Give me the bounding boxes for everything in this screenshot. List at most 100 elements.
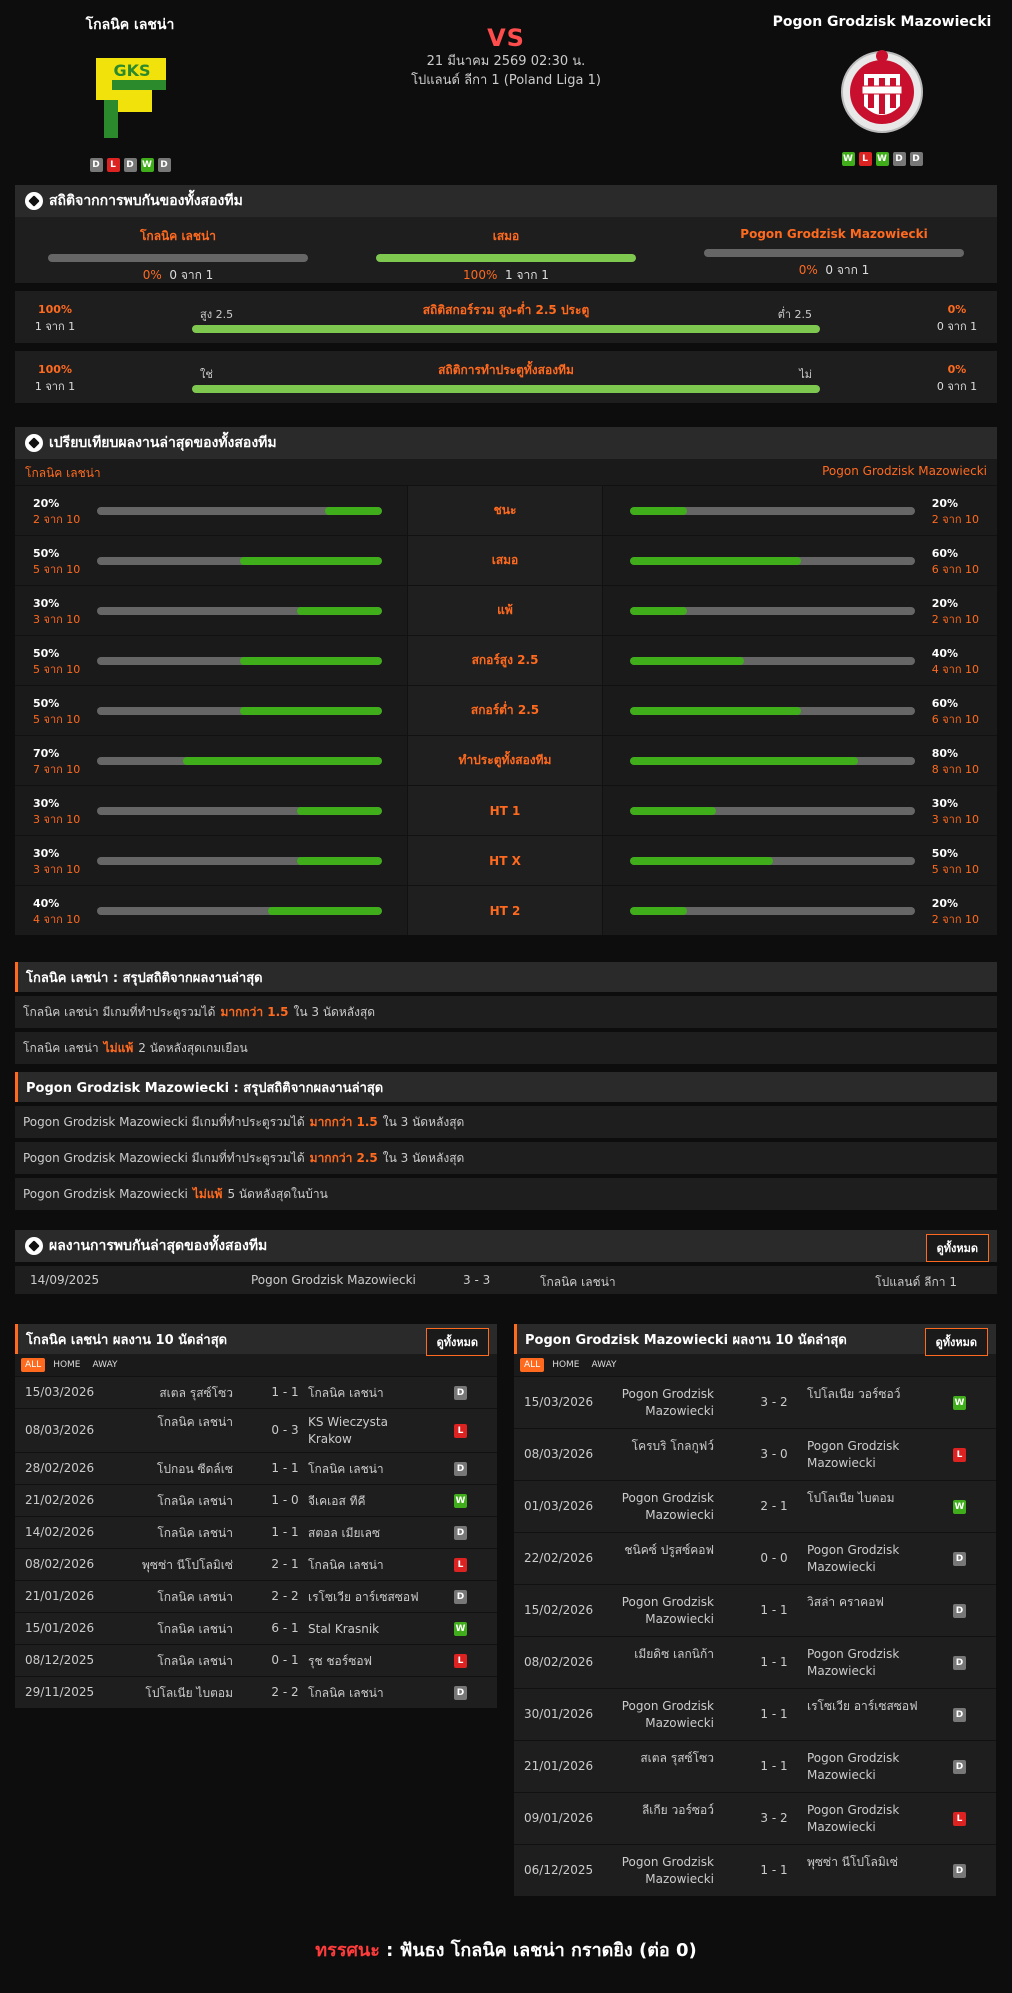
away-team-logo	[841, 50, 923, 133]
home-summary-lines: โกลนิค เลชน่า มีเกมที่ทำประตูรวมได้ มากกว…	[15, 996, 997, 1064]
bar-fill	[192, 385, 820, 393]
match-away-team: โกลนิค เลชน่า	[308, 1558, 384, 1572]
home-pct: 20%	[33, 497, 60, 510]
match-row[interactable]: 14/02/2026 โกลนิค เลชน่า 1 - 1 สตอล เมียเลซ…	[15, 1516, 497, 1548]
bar-fill	[630, 907, 687, 915]
match-date: 21/02/2026	[25, 1493, 95, 1507]
match-date: 30/01/2026	[524, 1707, 594, 1721]
match-row[interactable]: 28/02/2026 โปกอน ซีดล์เซ 1 - 1 โกลนิค เลชน่…	[15, 1452, 497, 1484]
tab-away[interactable]: AWAY	[92, 1360, 118, 1370]
match-away-team: สตอล เมียเลซ	[308, 1526, 381, 1540]
h2h-draw-bar	[376, 254, 636, 262]
home-pct-block: 30% 3 จาก 10	[33, 846, 80, 878]
btts-right-pct: 0%	[947, 363, 967, 376]
view-all-home-button[interactable]: ดูทั้งหมด	[425, 1328, 489, 1356]
match-home-team: สเตล รุสซ์โซว	[640, 1751, 714, 1765]
compare-home-name: โกลนิค เลชน่า	[25, 466, 101, 480]
match-league: โปแลนด์ ลีกา 1 (Poland Liga 1)	[411, 73, 601, 88]
tab-home[interactable]: HOME	[53, 1360, 81, 1370]
tab-all[interactable]: ALL	[21, 1358, 46, 1372]
summary-text-end: 5 นัดหลังสุดในบ้าน	[227, 1186, 328, 1201]
summary-highlight: มากกว่า 2.5	[309, 1150, 378, 1165]
match-row[interactable]: 15/02/2026 Pogon Grodzisk Mazowiecki 1 - 1…	[514, 1584, 996, 1636]
away-bar	[630, 657, 915, 665]
match-row[interactable]: 15/03/2026 Pogon Grodzisk Mazowiecki 3 - 2…	[514, 1376, 996, 1428]
away-bar	[630, 607, 915, 615]
view-all-h2h-button[interactable]: ดูทั้งหมด	[925, 1234, 989, 1262]
bar-fill	[296, 607, 382, 615]
ou-bar	[192, 325, 820, 333]
home-bar	[97, 857, 382, 865]
ou-right-sub: 0 จาก 1	[936, 320, 978, 333]
match-row[interactable]: 01/03/2026 Pogon Grodzisk Mazowiecki 2 - 1…	[514, 1480, 996, 1532]
away-filter-tabs: ALL HOME AWAY	[514, 1354, 996, 1376]
btts-title: สถิติการทำประตูทั้งสองทีม	[438, 363, 574, 377]
form-badge: L	[858, 152, 872, 166]
bar-fill	[630, 607, 687, 615]
match-row[interactable]: 21/01/2026 โกลนิค เลชน่า 2 - 2 เรโซเวีย อาร…	[15, 1580, 497, 1612]
result-badge: D	[953, 1656, 966, 1670]
h2h-away-label: Pogon Grodzisk Mazowiecki	[740, 227, 928, 241]
match-row[interactable]: 15/03/2026 สเตล รุสซ์โซว 1 - 1 โกลนิค เลชน่…	[15, 1376, 497, 1408]
match-home-team: โกลนิค เลชน่า	[157, 1415, 233, 1429]
match-row[interactable]: 08/02/2026 เมียดิซ เลกนิก้า 1 - 1 Pogon Gro…	[514, 1636, 996, 1688]
away-last10-title: Pogon Grodzisk Mazowiecki ผลงาน 10 นัดล่…	[525, 1332, 847, 1348]
match-date: 21 มีนาคม 2569 02:30 น.	[426, 54, 586, 69]
away-bar	[630, 507, 915, 515]
match-row[interactable]: 08/03/2026 โกลนิค เลชน่า 0 - 3 KS Wieczysta…	[15, 1408, 497, 1452]
view-all-away-button[interactable]: ดูทั้งหมด	[924, 1328, 988, 1356]
match-date: 22/02/2026	[524, 1551, 594, 1565]
verdict-label: ทรรศนะ	[315, 1940, 380, 1961]
h2h-results-list: 14/09/2025 Pogon Grodzisk Mazowiecki 3 - 3…	[15, 1266, 997, 1294]
h2h-result-row[interactable]: 14/09/2025 Pogon Grodzisk Mazowiecki 3 - 3…	[15, 1266, 997, 1294]
summary-line: โกลนิค เลชน่า ไม่แพ้ 2 นัดหลังสุดเกมเยือน	[15, 1032, 997, 1064]
match-score: 3 - 2	[760, 1395, 788, 1409]
away-pct: 60%	[931, 697, 959, 710]
summary-text-end: ใน 3 นัดหลังสุด	[293, 1004, 376, 1019]
home-count: 3 จาก 10	[33, 813, 81, 826]
match-date: 01/03/2026	[524, 1499, 594, 1513]
match-row[interactable]: 08/02/2026 พุซซ่า นีโปโลมิเซ่ 2 - 1 โกลนิค …	[15, 1548, 497, 1580]
home-bar	[97, 557, 382, 565]
compare-row: 20% 2 จาก 10 ชนะ 20% 2 จาก 10	[15, 485, 997, 535]
match-row[interactable]: 08/12/2025 โกลนิค เลชน่า 0 - 1 รุช ชอร์ซอฟ L	[15, 1644, 497, 1676]
tab-away[interactable]: AWAY	[591, 1360, 617, 1370]
match-row[interactable]: 15/01/2026 โกลนิค เลชน่า 6 - 1 Stal Krasnik…	[15, 1612, 497, 1644]
home-last10-title: โกลนิค เลชน่า ผลงาน 10 นัดล่าสุด	[26, 1332, 228, 1348]
result-badge: D	[953, 1604, 966, 1618]
away-count: 6 จาก 10	[931, 563, 979, 576]
result-badge: L	[454, 1424, 467, 1438]
match-row[interactable]: 22/02/2026 ชนิคซ์ ปรูสซ์คอฟ 0 - 0 Pogon Gro…	[514, 1532, 996, 1584]
home-pct-block: 50% 5 จาก 10	[33, 646, 80, 678]
match-row[interactable]: 30/01/2026 Pogon Grodzisk Mazowiecki 1 - 1…	[514, 1688, 996, 1740]
home-bar	[97, 907, 382, 915]
result-badge: D	[454, 1686, 467, 1700]
btts-bar	[192, 385, 820, 393]
btts-right-sub: 0 จาก 1	[936, 380, 978, 393]
match-row[interactable]: 09/01/2026 ลีเกีย วอร์ซอว์ 3 - 2 Pogon Grod…	[514, 1792, 996, 1844]
tab-home[interactable]: HOME	[552, 1360, 580, 1370]
home-team-logo: GKS	[96, 58, 166, 138]
home-summary-title: โกลนิค เลชน่า : สรุปสถิติจากผลงานล่าสุด	[15, 962, 997, 992]
away-count: 2 จาก 10	[931, 613, 979, 626]
match-row[interactable]: 21/02/2026 โกลนิค เลชน่า 1 - 0 จีเคเอส ทีคี…	[15, 1484, 497, 1516]
match-date: 15/02/2026	[524, 1603, 594, 1617]
match-row[interactable]: 29/11/2025 โปโลเนีย ไบตอม 2 - 2 โกลนิค เลชน…	[15, 1676, 497, 1708]
match-row[interactable]: 08/03/2026 โครบริ โกลกูฟว์ 3 - 0 Pogon Grod…	[514, 1428, 996, 1480]
match-away-team: รุช ชอร์ซอฟ	[308, 1654, 373, 1668]
tab-all[interactable]: ALL	[520, 1358, 545, 1372]
compare-row: 40% 4 จาก 10 HT 2 20% 2 จาก 10	[15, 885, 997, 935]
match-away-team: โกลนิค เลชน่า	[308, 1386, 384, 1400]
bar-fill	[182, 757, 382, 765]
summary-highlight: ไม่แพ้	[192, 1186, 223, 1201]
bar-fill	[630, 657, 744, 665]
compare-label: แพ้	[407, 586, 603, 635]
away-pct-block: 50% 5 จาก 10	[932, 846, 979, 878]
compare-row: 30% 3 จาก 10 แพ้ 20% 2 จาก 10	[15, 585, 997, 635]
match-row[interactable]: 21/01/2026 สเตล รุสซ์โซว 1 - 1 Pogon Grodzi…	[514, 1740, 996, 1792]
match-row[interactable]: 06/12/2025 Pogon Grodzisk Mazowiecki 1 - 1…	[514, 1844, 996, 1896]
compare-label: สกอร์สูง 2.5	[407, 636, 603, 685]
